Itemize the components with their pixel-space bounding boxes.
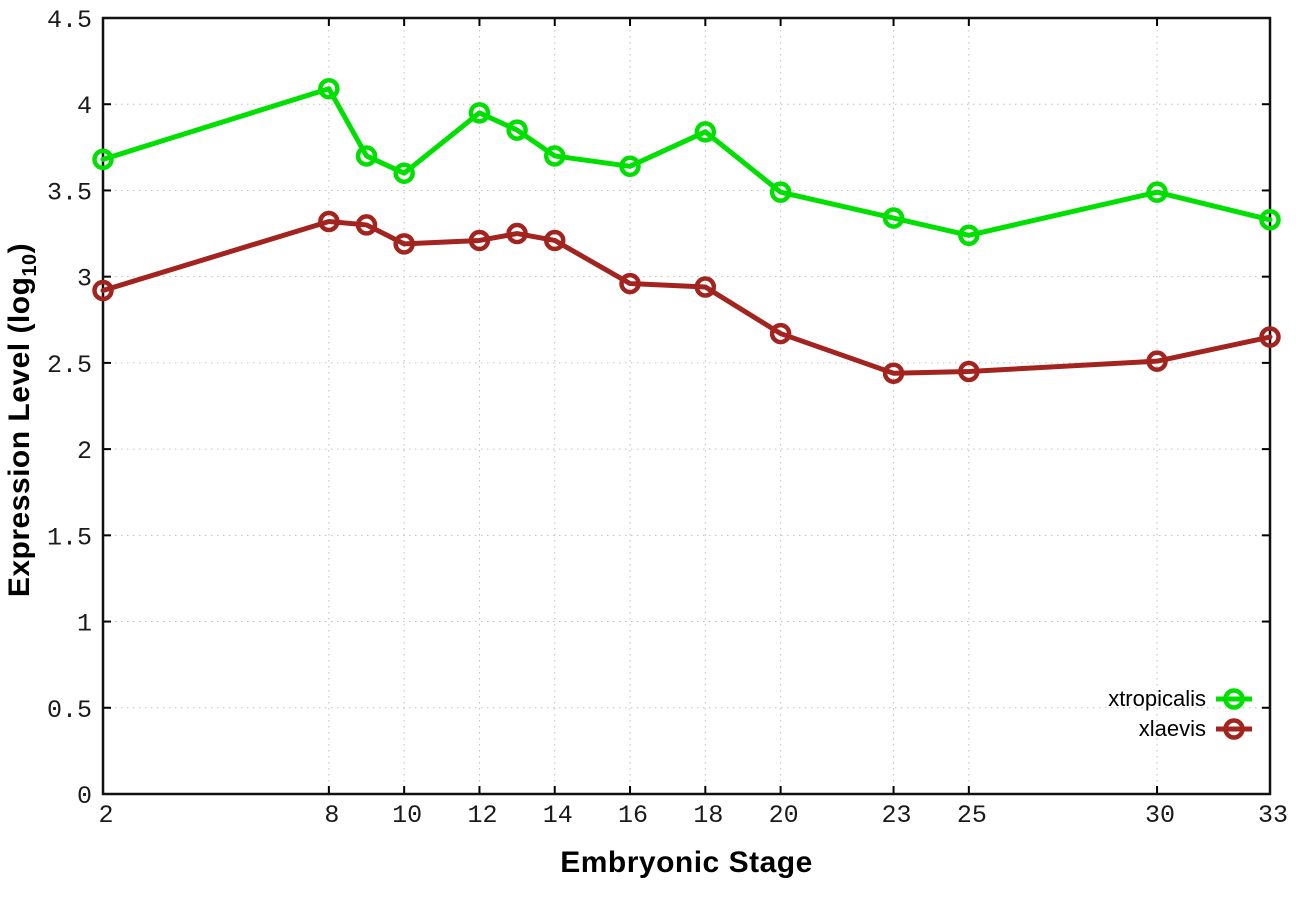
svg-text:20: 20 — [769, 801, 799, 830]
svg-text:30: 30 — [1145, 801, 1175, 830]
svg-text:4.5: 4.5 — [47, 6, 92, 35]
svg-text:16: 16 — [618, 801, 648, 830]
legend-item-xlaevis: xlaevis — [1108, 714, 1253, 744]
svg-text:33: 33 — [1258, 801, 1288, 830]
svg-text:10: 10 — [392, 801, 422, 830]
svg-text:14: 14 — [543, 801, 573, 830]
y-axis-title: Expression Level (log10) — [0, 195, 42, 645]
y-axis-title-text: Expression Level (log — [3, 276, 36, 598]
legend-sample-marker-xlaevis — [1216, 718, 1252, 740]
legend-sample-marker-xtropicalis — [1216, 688, 1252, 710]
svg-text:2.5: 2.5 — [47, 351, 92, 380]
legend: xtropicalis xlaevis — [1108, 684, 1253, 744]
svg-text:0: 0 — [77, 782, 92, 811]
legend-label-xlaevis: xlaevis — [1138, 716, 1206, 741]
svg-text:25: 25 — [957, 801, 987, 830]
y-axis-title-suffix: ) — [3, 242, 36, 254]
x-axis-title: Embryonic Stage — [560, 846, 813, 879]
legend-label-xtropicalis: xtropicalis — [1108, 686, 1206, 711]
svg-text:2: 2 — [98, 801, 113, 830]
svg-text:2: 2 — [77, 437, 92, 466]
svg-text:12: 12 — [467, 801, 497, 830]
svg-text:3.5: 3.5 — [47, 178, 92, 207]
svg-text:1: 1 — [77, 610, 92, 639]
svg-text:8: 8 — [324, 801, 339, 830]
y-axis-title-subscript: 10 — [19, 253, 41, 277]
svg-text:1.5: 1.5 — [47, 523, 92, 552]
legend-item-xtropicalis: xtropicalis — [1108, 684, 1253, 714]
svg-text:4: 4 — [77, 92, 92, 121]
svg-text:3: 3 — [77, 265, 92, 294]
svg-text:0.5: 0.5 — [47, 696, 92, 725]
svg-text:23: 23 — [882, 801, 912, 830]
svg-text:18: 18 — [693, 801, 723, 830]
